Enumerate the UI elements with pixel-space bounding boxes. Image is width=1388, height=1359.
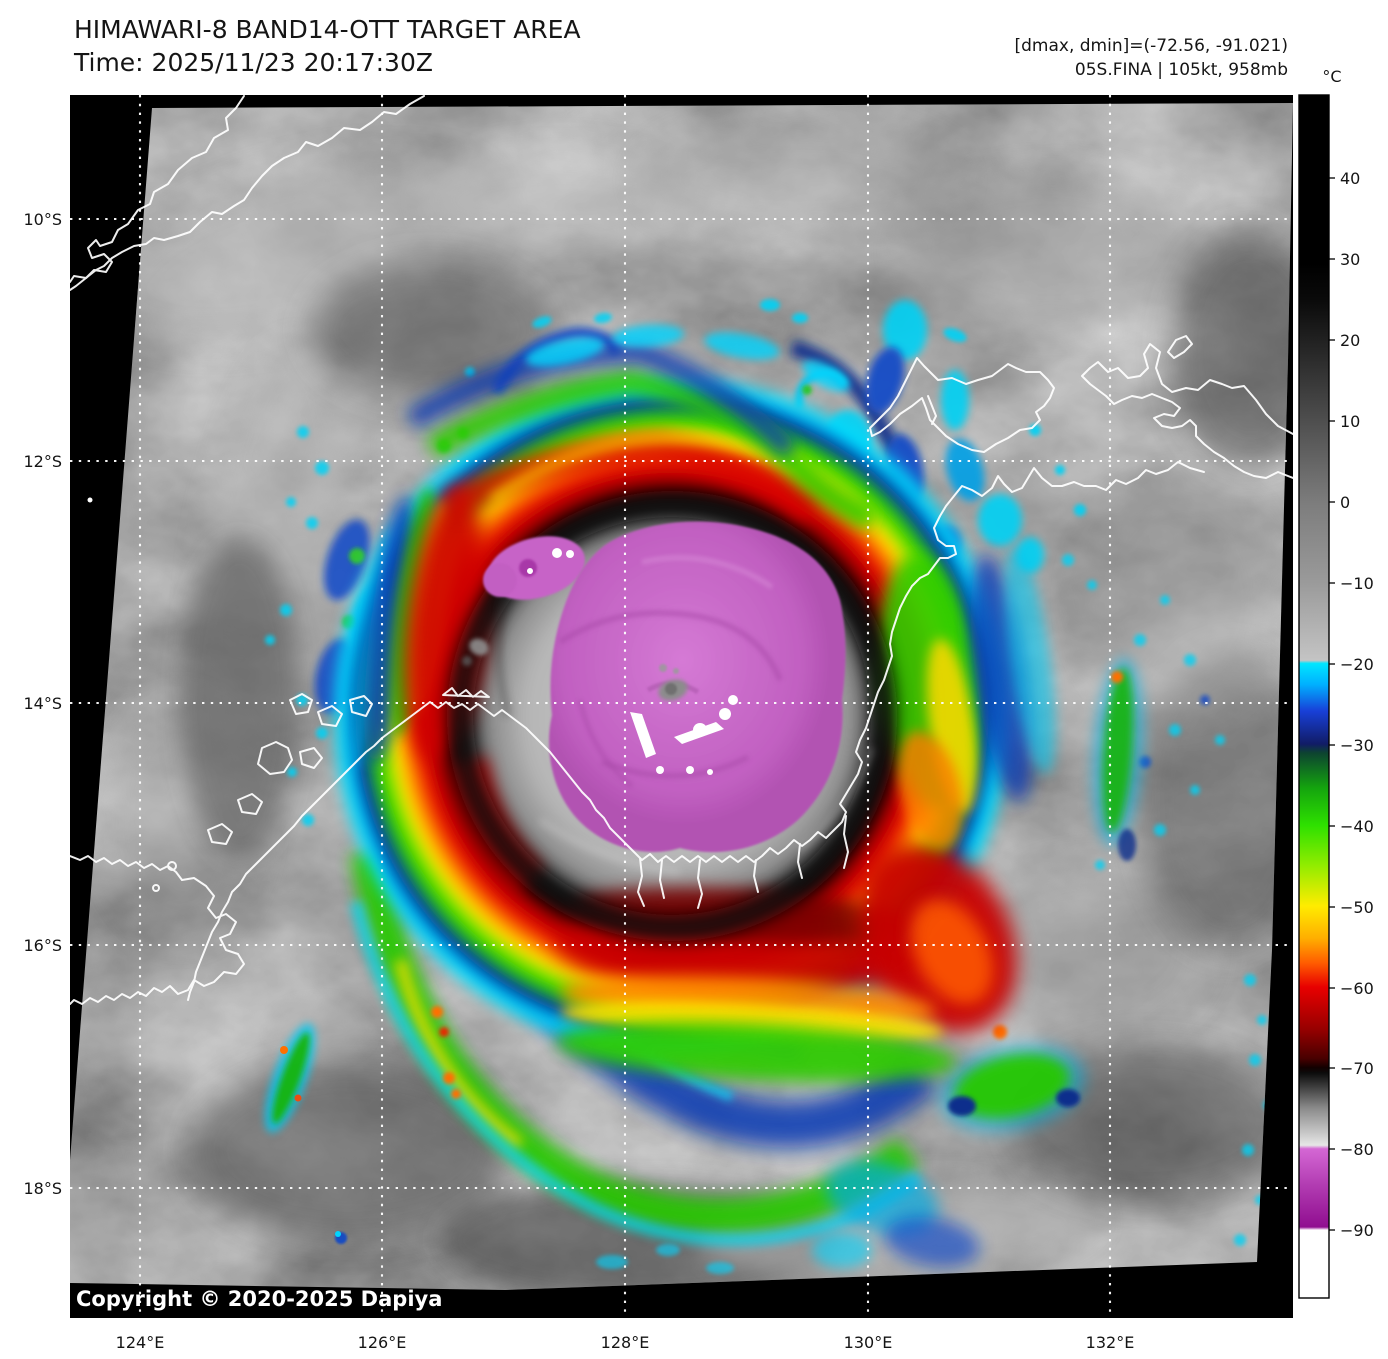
coastline-fjord-4 bbox=[753, 859, 759, 893]
cloud-shading bbox=[100, 120, 1293, 1290]
stray-pixel bbox=[87, 497, 93, 503]
cb-tick-m70: −70 bbox=[1340, 1059, 1374, 1078]
graticule bbox=[70, 95, 1293, 1318]
cb-tick-m50: −50 bbox=[1340, 898, 1374, 917]
colorbar-gradient-bar bbox=[1298, 94, 1330, 1299]
cb-tick-m40: −40 bbox=[1340, 817, 1374, 836]
coastline-island-a3 bbox=[349, 695, 373, 717]
lat-tick-14s: 14°S bbox=[23, 694, 62, 713]
lat-tick-16s: 16°S bbox=[23, 936, 62, 955]
lat-tick-12s: 12°S bbox=[23, 452, 62, 471]
cb-tick-40: 40 bbox=[1340, 169, 1360, 188]
cb-tick-m10: −10 bbox=[1340, 574, 1374, 593]
dmax-dmin-annotation: [dmax, dmin]=(-72.56, -91.021) bbox=[1015, 36, 1289, 56]
lat-tick-10s: 10°S bbox=[23, 210, 62, 229]
colorbar-tick-marks bbox=[1329, 177, 1335, 1231]
coastline-island-a6 bbox=[237, 793, 263, 815]
coastline-tiwi-islands bbox=[869, 357, 1055, 453]
cb-tick-m80: −80 bbox=[1340, 1140, 1374, 1159]
lat-tick-18s: 18°S bbox=[23, 1179, 62, 1198]
cb-tick-m60: −60 bbox=[1340, 979, 1374, 998]
cyclone bbox=[264, 299, 1273, 1274]
coastline-king-sound bbox=[70, 877, 245, 1005]
coastline-kimberley bbox=[187, 461, 1205, 1001]
cb-tick-10: 10 bbox=[1340, 412, 1360, 431]
colorbar: 40 30 20 10 0 −10 −20 −30 −40 −50 −60 −7… bbox=[1298, 94, 1374, 1299]
cyclone-ring-asymmetry bbox=[351, 324, 1056, 1082]
lon-tick-132e: 132°E bbox=[1086, 1333, 1135, 1352]
coastline-island-a1 bbox=[289, 693, 313, 715]
coastline-tiwi-strait bbox=[927, 395, 937, 425]
cb-tick-20: 20 bbox=[1340, 331, 1360, 350]
coastline-island-a2 bbox=[317, 705, 343, 727]
cyclone-eye bbox=[658, 664, 688, 701]
coastline-nt-north bbox=[1081, 343, 1293, 479]
copyright-label: Copyright © 2020-2025 Dapiya bbox=[76, 1287, 442, 1311]
cb-tick-m30: −30 bbox=[1340, 736, 1374, 755]
coastline-timor-north bbox=[70, 95, 245, 283]
coastline-fjord-3 bbox=[697, 859, 703, 909]
page-title: HIMAWARI-8 BAND14-OTT TARGET AREA bbox=[74, 15, 581, 44]
lon-tick-124e: 124°E bbox=[116, 1333, 165, 1352]
cb-tick-m90: −90 bbox=[1340, 1221, 1374, 1240]
coastline-islet-2 bbox=[152, 884, 160, 892]
lon-tick-130e: 130°E bbox=[844, 1333, 893, 1352]
coastline-island-a7 bbox=[207, 823, 233, 845]
coastline-island-a4 bbox=[257, 741, 293, 775]
lon-tick-126e: 126°E bbox=[358, 1333, 407, 1352]
lon-tick-128e: 128°E bbox=[601, 1333, 650, 1352]
lon-axis: 124°E 126°E 128°E 130°E 132°E bbox=[116, 1333, 1135, 1352]
cb-tick-m20: −20 bbox=[1340, 655, 1374, 674]
cyclone-cdo bbox=[462, 521, 846, 853]
overshooting-tops-white-spots bbox=[527, 548, 738, 775]
colorbar-unit-label: °C bbox=[1322, 67, 1341, 86]
lat-axis: 10°S 12°S 14°S 16°S 18°S bbox=[23, 210, 62, 1198]
coastlines bbox=[70, 95, 1293, 1005]
coastline-timor-south bbox=[70, 95, 425, 291]
coastline-fjord-6 bbox=[843, 815, 849, 869]
storm-info-annotation: 05S.FINA | 105kt, 958mb bbox=[1075, 60, 1288, 80]
cb-tick-0: 0 bbox=[1340, 493, 1350, 512]
coastline-fjord-2 bbox=[659, 859, 665, 899]
coastline-island-a5 bbox=[299, 747, 323, 769]
coastline-fjord-1 bbox=[637, 857, 645, 907]
cb-tick-30: 30 bbox=[1340, 250, 1360, 269]
coastline-cobourg bbox=[1167, 335, 1193, 359]
coastline-king-sound-n bbox=[70, 855, 183, 881]
east-speckles bbox=[1062, 554, 1273, 1246]
warm-gray-spot bbox=[469, 638, 489, 656]
colorbar-tick-labels: 40 30 20 10 0 −10 −20 −30 −40 −50 −60 −7… bbox=[1340, 169, 1374, 1240]
timestamp-label: Time: 2025/11/23 20:17:30Z bbox=[73, 48, 433, 77]
coastline-island-cluster-c bbox=[442, 687, 490, 698]
coastline-fjord-5 bbox=[797, 843, 803, 879]
plot-area: Copyright © 2020-2025 Dapiya bbox=[70, 95, 1293, 1318]
